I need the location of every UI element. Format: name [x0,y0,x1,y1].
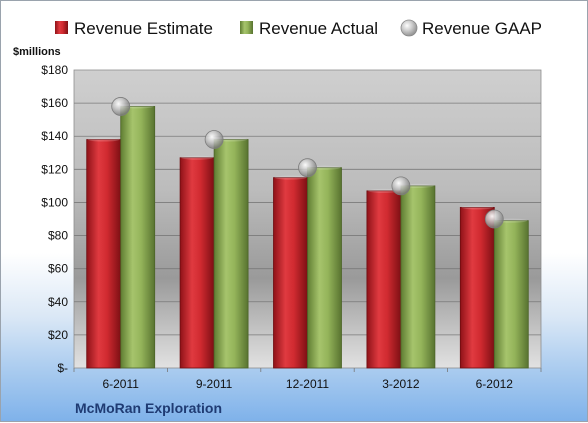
x-tick-label: 9-2011 [196,377,233,391]
y-tick-label: $100 [41,195,68,209]
actual-bar [493,220,529,369]
actual-bar [213,139,249,369]
gaap-marker [298,158,317,178]
actual-bar [307,167,342,369]
y-tick-label: $160 [41,96,68,110]
y-tick-label: $80 [48,229,68,243]
x-tick-label: 6-2011 [102,377,139,391]
gaap-markers [111,97,504,229]
actual-bar [400,185,436,369]
legend-swatch-actual [240,21,253,34]
y-axis-unit-label: $millions [13,46,61,58]
estimate-bar [459,207,495,369]
legend: Revenue Estimate Revenue Actual Revenue … [55,19,542,38]
legend-label-gaap: Revenue GAAP [422,19,542,38]
company-name: McMoRan Exploration [75,400,222,416]
estimate-bar-highlight [274,175,307,180]
x-tick-label: 6-2012 [476,377,514,391]
y-tick-label: $120 [41,162,68,176]
legend-label-actual: Revenue Actual [259,19,378,38]
legend-swatch-estimate [55,21,68,34]
gaap-marker [391,176,411,196]
gaap-marker [111,97,131,116]
y-tick-label: $140 [41,129,68,143]
estimate-bar [366,190,402,369]
gaap-marker [484,209,504,229]
x-tick-label: 3-2012 [382,377,420,391]
actual-bar [120,106,156,369]
y-tick-label: $60 [48,262,68,276]
estimate-bar-highlight [87,137,120,142]
legend-label-estimate: Revenue Estimate [74,19,213,38]
y-tick-label: $- [57,361,68,375]
bar-series [86,104,529,369]
x-axis-ticks: 6-2011 9-2011 12-2011 3-2012 6-2012 [73,368,542,391]
legend-marker-gaap [400,19,418,37]
y-tick-label: $40 [48,295,68,309]
estimate-bar-highlight [367,188,400,193]
estimate-bar [179,157,215,369]
x-tick-label: 12-2011 [286,377,329,391]
y-tick-label: $180 [41,63,68,77]
estimate-bar [86,139,122,369]
estimate-bar-highlight [181,155,214,160]
gaap-marker [204,130,224,149]
y-axis-ticks: $- $20 $40 $60 $80 $100 $120 $140 $160 $180 [41,63,68,375]
estimate-bar [273,177,308,369]
estimate-bar-highlight [461,205,494,210]
y-tick-label: $20 [48,328,68,342]
